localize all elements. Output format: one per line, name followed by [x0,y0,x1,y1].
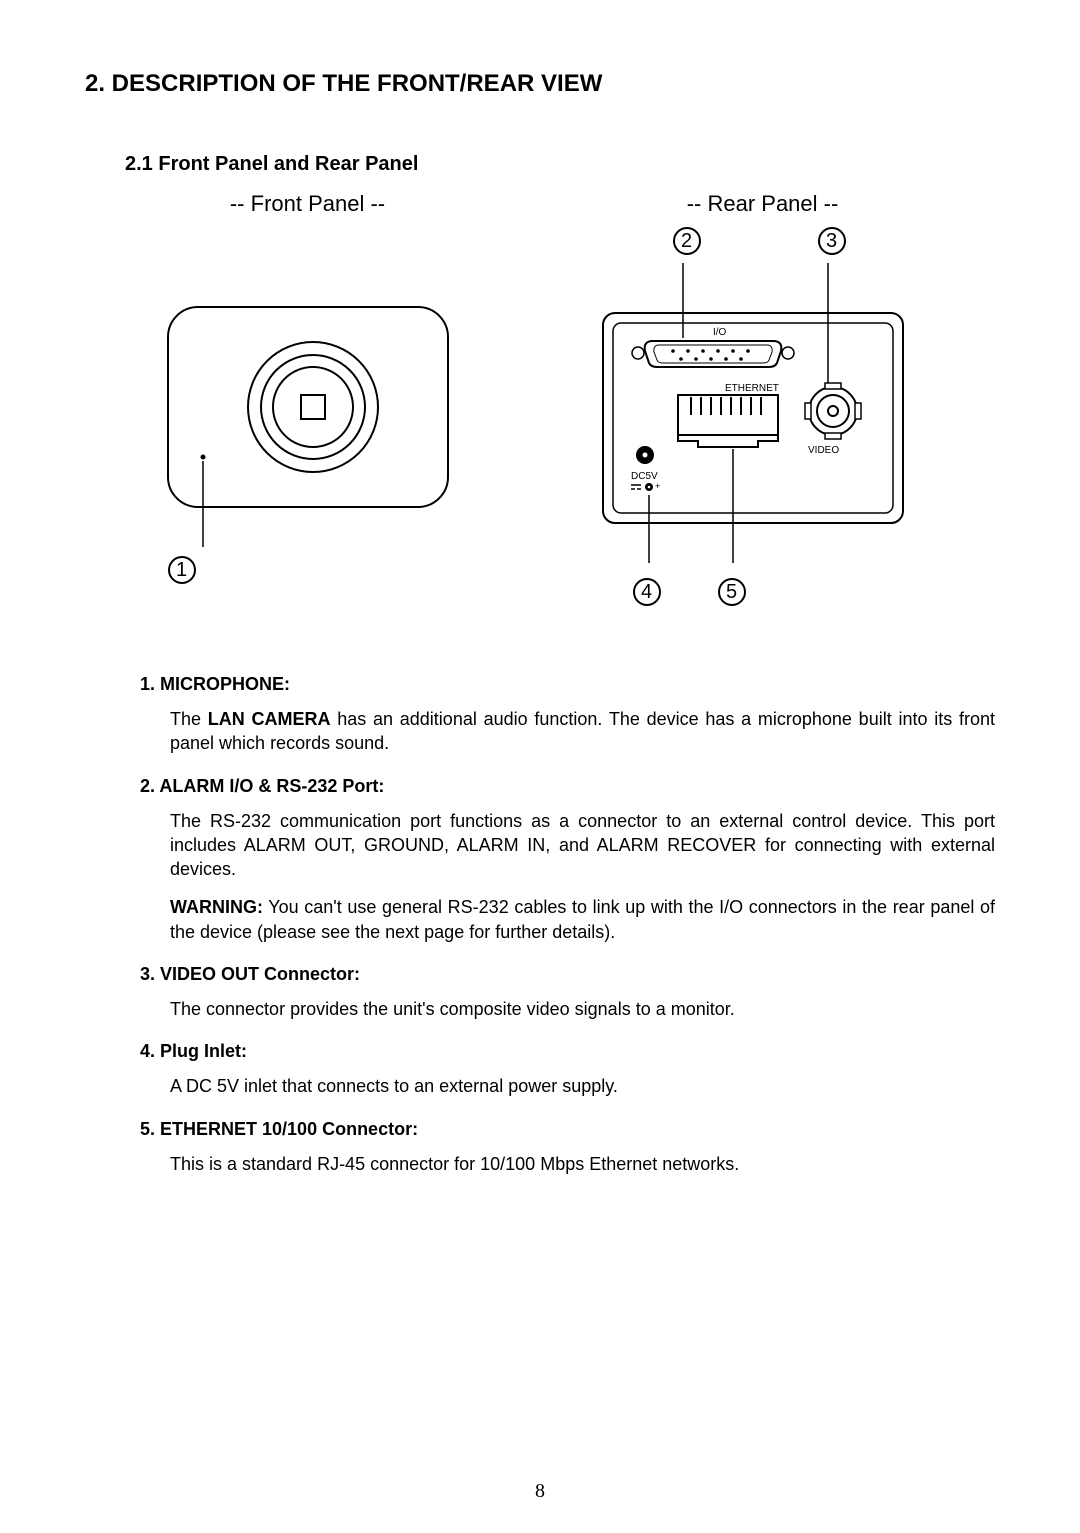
callout-4: 4 [633,578,661,606]
front-panel-diagram [158,297,458,567]
item-head-3: 3. VIDEO OUT Connector: [140,964,995,985]
item-body-3: The connector provides the unit's compos… [170,997,995,1021]
callout-2: 2 [673,227,701,255]
item-head-5: 5. ETHERNET 10/100 Connector: [140,1119,995,1140]
item-ethernet: 5. ETHERNET 10/100 Connector: This is a … [140,1119,995,1176]
callout-5: 5 [718,578,746,606]
rear-panel-label: -- Rear Panel -- [563,191,963,217]
item-head-1: 1. MICROPHONE: [140,674,995,695]
front-panel-block: -- Front Panel -- 1 [118,191,498,572]
callout-3: 3 [818,227,846,255]
item-alarm-io: 2. ALARM I/O & RS-232 Port: The RS-232 c… [140,776,995,944]
item-body-1: The LAN CAMERA has an additional audio f… [170,707,995,756]
item-plug-inlet: 4. Plug Inlet: A DC 5V inlet that connec… [140,1041,995,1098]
rear-panel-diagram: I/O ETHERNET VIDEO [583,263,943,573]
rear-panel-block: -- Rear Panel -- 2 3 I/O ETHERNET [563,191,963,614]
item-microphone: 1. MICROPHONE: The LAN CAMERA has an add… [140,674,995,756]
front-panel-label: -- Front Panel -- [118,191,498,217]
subsection-title: 2.1 Front Panel and Rear Panel [125,153,995,176]
page-number: 8 [0,1480,1080,1503]
item-video-out: 3. VIDEO OUT Connector: The connector pr… [140,964,995,1021]
dc5v-label: DC5V [631,471,658,482]
svg-text:+: + [655,481,660,491]
item-body-2b: WARNING: You can't use general RS-232 ca… [170,895,995,944]
callout-1: 1 [168,556,196,584]
item-body-5: This is a standard RJ-45 connector for 1… [170,1152,995,1176]
item-head-4: 4. Plug Inlet: [140,1041,995,1062]
panels-row: -- Front Panel -- 1 -- Rear Panel -- 2 3 [85,191,995,614]
description-list: 1. MICROPHONE: The LAN CAMERA has an add… [140,674,995,1176]
ethernet-label: ETHERNET [725,383,779,394]
section-title: 2. DESCRIPTION OF THE FRONT/REAR VIEW [85,70,995,98]
io-label: I/O [713,327,727,338]
video-label: VIDEO [808,445,839,456]
item-head-2: 2. ALARM I/O & RS-232 Port: [140,776,995,797]
item-body-2a: The RS-232 communication port functions … [170,809,995,882]
item-body-4: A DC 5V inlet that connects to an extern… [170,1074,995,1098]
